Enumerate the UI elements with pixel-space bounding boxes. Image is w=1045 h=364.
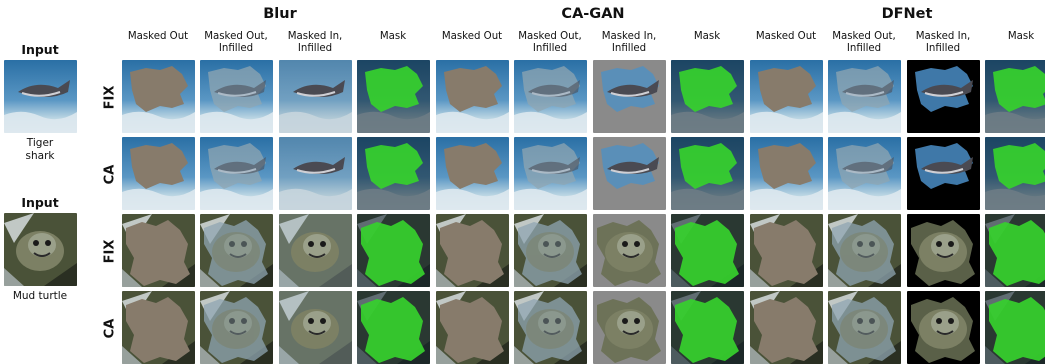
result-image-tile xyxy=(357,291,430,364)
result-image-tile xyxy=(514,60,587,133)
result-image-tile xyxy=(593,291,666,364)
result-image-tile xyxy=(122,214,195,287)
result-image-tile xyxy=(357,137,430,210)
result-image-tile xyxy=(671,137,744,210)
col-label: Masked In, Infilled xyxy=(915,31,971,54)
col-label: Masked In, Infilled xyxy=(601,31,657,54)
result-image-tile xyxy=(985,137,1045,210)
result-image-tile xyxy=(985,214,1045,287)
result-image-tile xyxy=(907,60,980,133)
result-image-tile xyxy=(436,60,509,133)
input-image-turtle xyxy=(4,213,77,286)
col-label: Masked Out, Infilled xyxy=(518,31,582,54)
result-image-tile xyxy=(122,291,195,364)
col-label: Masked Out xyxy=(755,31,817,42)
input-title-shark: Input xyxy=(21,42,59,57)
col-label: Mask xyxy=(1007,31,1035,42)
col-label: Mask xyxy=(693,31,721,42)
col-label: Masked In, Infilled xyxy=(287,31,343,54)
result-image-tile xyxy=(436,214,509,287)
result-image-tile xyxy=(907,214,980,287)
result-image-tile xyxy=(985,291,1045,364)
result-image-tile xyxy=(750,60,823,133)
col-label: Mask xyxy=(379,31,407,42)
result-image-tile xyxy=(514,137,587,210)
result-image-tile xyxy=(279,137,352,210)
result-image-tile xyxy=(200,60,273,133)
result-image-tile xyxy=(279,291,352,364)
group-title-dfnet: DFNet xyxy=(881,6,933,22)
input-title-turtle: Input xyxy=(21,195,59,210)
row-label: CA xyxy=(102,318,118,339)
result-image-tile xyxy=(828,137,901,210)
result-image-tile xyxy=(671,291,744,364)
result-image-tile xyxy=(436,137,509,210)
input-image-shark xyxy=(4,60,77,133)
result-image-tile xyxy=(593,137,666,210)
result-image-tile xyxy=(200,214,273,287)
input-caption-shark: Tiger shark xyxy=(25,137,55,162)
group-title-blur: Blur xyxy=(263,6,297,22)
row-label: FIX xyxy=(102,85,118,110)
result-image-tile xyxy=(514,214,587,287)
result-image-tile xyxy=(593,60,666,133)
result-image-tile xyxy=(907,137,980,210)
result-image-tile xyxy=(122,60,195,133)
row-label: CA xyxy=(102,164,118,185)
result-image-tile xyxy=(357,60,430,133)
col-label: Masked Out, Infilled xyxy=(204,31,268,54)
result-image-tile xyxy=(828,291,901,364)
col-label: Masked Out xyxy=(441,31,503,42)
result-image-tile xyxy=(514,291,587,364)
result-image-tile xyxy=(750,214,823,287)
col-label: Masked Out, Infilled xyxy=(832,31,896,54)
result-image-tile xyxy=(907,291,980,364)
col-label: Masked Out xyxy=(127,31,189,42)
result-image-tile xyxy=(671,60,744,133)
result-image-tile xyxy=(750,137,823,210)
result-image-tile xyxy=(200,291,273,364)
result-image-tile xyxy=(671,214,744,287)
row-label: FIX xyxy=(102,239,118,264)
result-image-tile xyxy=(279,60,352,133)
result-image-tile xyxy=(357,214,430,287)
result-image-tile xyxy=(122,137,195,210)
result-image-tile xyxy=(593,214,666,287)
result-image-tile xyxy=(985,60,1045,133)
result-image-tile xyxy=(750,291,823,364)
input-caption-turtle: Mud turtle xyxy=(12,290,68,302)
result-image-tile xyxy=(828,214,901,287)
result-image-tile xyxy=(279,214,352,287)
result-image-tile xyxy=(828,60,901,133)
group-title-ca-gan: CA-GAN xyxy=(561,6,625,22)
result-image-tile xyxy=(436,291,509,364)
result-image-tile xyxy=(200,137,273,210)
